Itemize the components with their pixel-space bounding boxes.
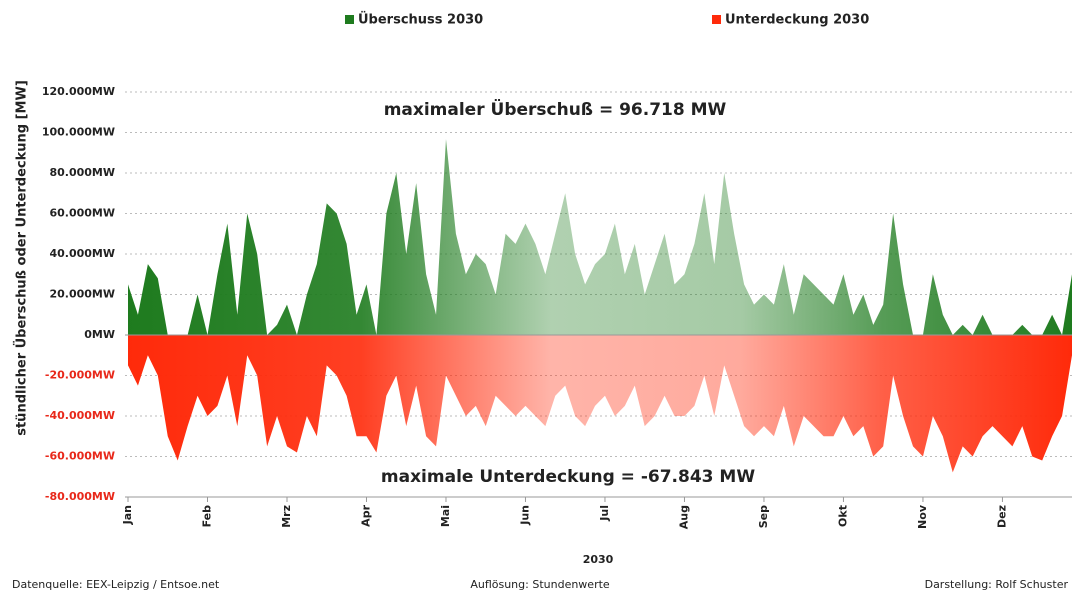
y-tick-label: 60.000MW bbox=[49, 207, 115, 220]
x-tick-label: Aug bbox=[677, 505, 690, 529]
legend-label: Unterdeckung 2030 bbox=[725, 13, 869, 28]
x-tick-label: Jan bbox=[121, 505, 134, 525]
legend-swatch bbox=[345, 15, 354, 24]
x-tick-label: Jun bbox=[518, 505, 531, 526]
x-tick-label: Dez bbox=[995, 505, 1008, 528]
annotation: maximale Unterdeckung = -67.843 MW bbox=[381, 467, 755, 487]
y-tick-label: -20.000MW bbox=[45, 369, 115, 382]
x-tick-label: Mai bbox=[439, 505, 452, 527]
x-tick-label: Okt bbox=[836, 505, 849, 527]
y-tick-label: 100.000MW bbox=[42, 126, 115, 139]
x-tick-label: Feb bbox=[200, 505, 213, 528]
y-tick-label: 80.000MW bbox=[49, 166, 115, 179]
y-tick-label: 0MW bbox=[84, 328, 115, 341]
y-tick-label: -40.000MW bbox=[45, 409, 115, 422]
area bbox=[128, 139, 1072, 335]
footer: Auflösung: Stundenwerte bbox=[470, 578, 610, 591]
footer: Datenquelle: EEX-Leipzig / Entsoe.net bbox=[12, 578, 220, 591]
x-tick-label: Mrz bbox=[280, 505, 293, 528]
y-tick-label: -60.000MW bbox=[45, 450, 115, 463]
legend-swatch bbox=[712, 15, 721, 24]
x-tick-label: Sep bbox=[757, 505, 770, 528]
y-tick-label: -80.000MW bbox=[45, 490, 115, 503]
x-tick-label: Apr bbox=[359, 504, 372, 526]
area bbox=[128, 335, 1072, 473]
legend-label: Überschuss 2030 bbox=[358, 12, 483, 28]
y-tick-label: 120.000MW bbox=[42, 85, 115, 98]
x-tick-label: Nov bbox=[916, 504, 929, 529]
x-axis-label: 2030 bbox=[583, 553, 614, 566]
footer: Darstellung: Rolf Schuster bbox=[925, 578, 1069, 591]
annotation: maximaler Überschuß = 96.718 MW bbox=[384, 98, 727, 120]
x-tick-label: Jul bbox=[598, 505, 611, 522]
y-axis-label: stündlicher Überschuß oder Unterdeckung … bbox=[14, 80, 30, 436]
y-tick-label: 20.000MW bbox=[49, 288, 115, 301]
y-tick-label: 40.000MW bbox=[49, 247, 115, 260]
